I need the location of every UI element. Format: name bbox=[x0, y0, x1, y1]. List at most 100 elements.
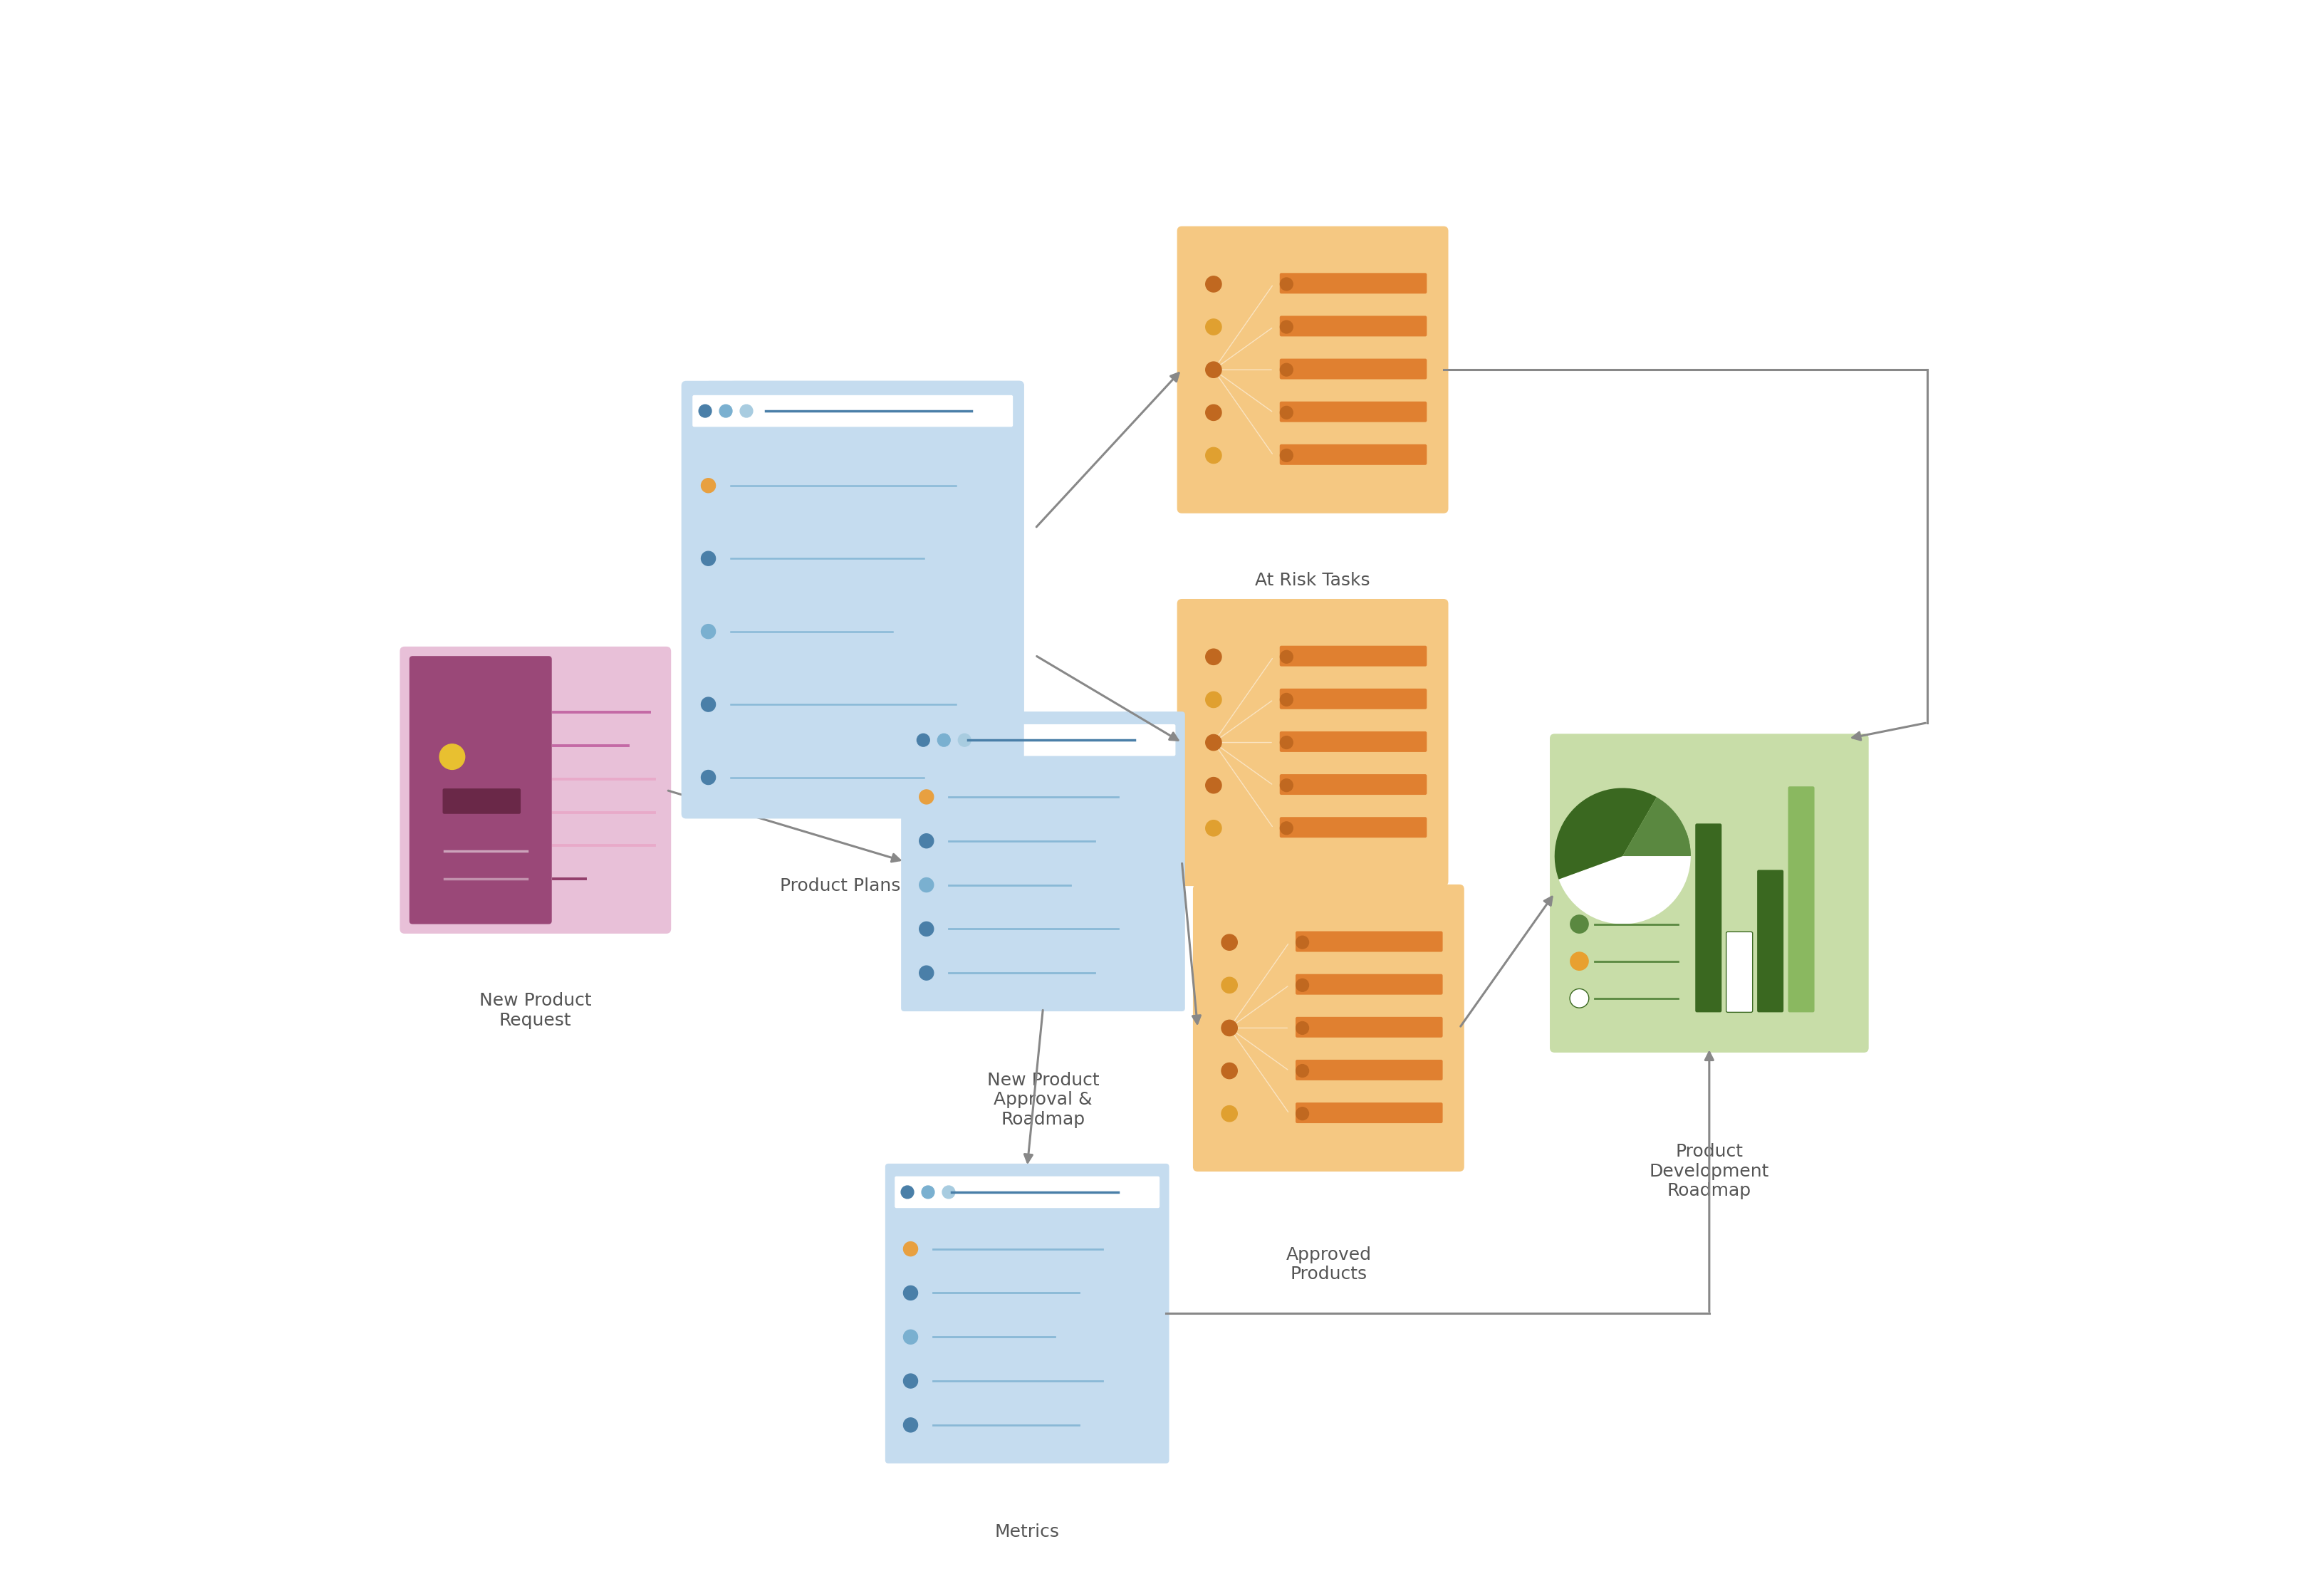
Circle shape bbox=[918, 734, 930, 747]
Circle shape bbox=[1206, 276, 1222, 292]
Circle shape bbox=[941, 1186, 955, 1199]
Circle shape bbox=[1222, 934, 1236, 950]
Circle shape bbox=[920, 878, 934, 892]
FancyBboxPatch shape bbox=[1787, 787, 1815, 1012]
Text: Product Activity
Report: Product Activity Report bbox=[1243, 961, 1383, 998]
FancyBboxPatch shape bbox=[400, 646, 672, 934]
Circle shape bbox=[1281, 364, 1292, 377]
FancyBboxPatch shape bbox=[1294, 974, 1443, 994]
FancyBboxPatch shape bbox=[1281, 402, 1427, 421]
FancyBboxPatch shape bbox=[1294, 1060, 1443, 1080]
FancyBboxPatch shape bbox=[1550, 734, 1868, 1053]
FancyBboxPatch shape bbox=[1281, 444, 1427, 464]
Text: Approved
Products: Approved Products bbox=[1285, 1246, 1371, 1283]
Circle shape bbox=[1281, 407, 1292, 418]
Circle shape bbox=[439, 744, 465, 769]
Circle shape bbox=[1222, 1020, 1236, 1036]
Circle shape bbox=[720, 405, 732, 417]
Circle shape bbox=[937, 734, 951, 747]
FancyBboxPatch shape bbox=[1281, 316, 1427, 337]
Circle shape bbox=[1281, 693, 1292, 705]
Circle shape bbox=[920, 966, 934, 980]
Circle shape bbox=[1297, 1021, 1308, 1034]
FancyBboxPatch shape bbox=[1176, 227, 1448, 514]
FancyBboxPatch shape bbox=[1281, 817, 1427, 838]
Circle shape bbox=[1297, 935, 1308, 948]
FancyBboxPatch shape bbox=[1294, 930, 1443, 951]
Circle shape bbox=[957, 734, 971, 747]
Circle shape bbox=[1297, 1108, 1308, 1120]
Text: New Product
Request: New Product Request bbox=[479, 993, 593, 1029]
Circle shape bbox=[920, 922, 934, 937]
Circle shape bbox=[1281, 779, 1292, 792]
Text: Product
Development
Roadmap: Product Development Roadmap bbox=[1650, 1143, 1769, 1200]
Circle shape bbox=[1206, 777, 1222, 793]
Circle shape bbox=[904, 1374, 918, 1389]
Circle shape bbox=[1206, 362, 1222, 378]
Circle shape bbox=[1206, 447, 1222, 463]
Circle shape bbox=[1281, 736, 1292, 749]
FancyBboxPatch shape bbox=[1281, 646, 1427, 667]
FancyBboxPatch shape bbox=[895, 1176, 1160, 1208]
Text: Product Plans (x3): Product Plans (x3) bbox=[779, 878, 941, 894]
FancyBboxPatch shape bbox=[730, 381, 1025, 723]
FancyBboxPatch shape bbox=[911, 725, 1176, 757]
Circle shape bbox=[904, 1242, 918, 1256]
FancyBboxPatch shape bbox=[1294, 1017, 1443, 1037]
Wedge shape bbox=[1555, 788, 1657, 879]
Circle shape bbox=[1206, 405, 1222, 420]
FancyBboxPatch shape bbox=[1192, 884, 1464, 1171]
Circle shape bbox=[904, 1329, 918, 1344]
Circle shape bbox=[702, 697, 716, 712]
Text: At Risk Tasks: At Risk Tasks bbox=[1255, 571, 1371, 589]
Circle shape bbox=[920, 790, 934, 804]
FancyBboxPatch shape bbox=[1281, 731, 1427, 752]
Circle shape bbox=[1222, 1063, 1236, 1079]
Circle shape bbox=[1297, 1065, 1308, 1077]
Circle shape bbox=[902, 1186, 913, 1199]
Circle shape bbox=[1281, 448, 1292, 461]
FancyBboxPatch shape bbox=[1281, 774, 1427, 795]
Circle shape bbox=[1569, 915, 1590, 934]
Circle shape bbox=[1569, 951, 1590, 970]
Circle shape bbox=[923, 1186, 934, 1199]
FancyBboxPatch shape bbox=[885, 1163, 1169, 1464]
Circle shape bbox=[1281, 321, 1292, 334]
FancyBboxPatch shape bbox=[1281, 359, 1427, 380]
FancyBboxPatch shape bbox=[1727, 932, 1752, 1012]
Circle shape bbox=[702, 479, 716, 493]
FancyBboxPatch shape bbox=[693, 396, 1013, 426]
Circle shape bbox=[702, 551, 716, 565]
Circle shape bbox=[1206, 650, 1222, 666]
Circle shape bbox=[904, 1286, 918, 1301]
FancyBboxPatch shape bbox=[1694, 824, 1722, 1012]
FancyBboxPatch shape bbox=[681, 381, 1025, 819]
FancyBboxPatch shape bbox=[442, 788, 521, 814]
Circle shape bbox=[700, 405, 711, 417]
FancyBboxPatch shape bbox=[1281, 273, 1427, 294]
FancyBboxPatch shape bbox=[1757, 870, 1783, 1012]
Circle shape bbox=[1281, 278, 1292, 290]
Circle shape bbox=[1569, 990, 1590, 1007]
FancyBboxPatch shape bbox=[902, 712, 1185, 1012]
FancyBboxPatch shape bbox=[1176, 598, 1448, 886]
Circle shape bbox=[702, 771, 716, 785]
FancyBboxPatch shape bbox=[1281, 688, 1427, 709]
FancyBboxPatch shape bbox=[704, 381, 1025, 771]
FancyBboxPatch shape bbox=[1294, 1103, 1443, 1124]
Circle shape bbox=[1222, 977, 1236, 993]
Wedge shape bbox=[1622, 796, 1690, 855]
Circle shape bbox=[1206, 820, 1222, 836]
Wedge shape bbox=[1622, 833, 1690, 855]
Circle shape bbox=[1281, 651, 1292, 664]
Circle shape bbox=[1222, 1106, 1236, 1122]
Circle shape bbox=[739, 405, 753, 417]
Wedge shape bbox=[1559, 855, 1690, 924]
Circle shape bbox=[1206, 691, 1222, 707]
Circle shape bbox=[920, 833, 934, 847]
FancyBboxPatch shape bbox=[409, 656, 551, 924]
Circle shape bbox=[1297, 978, 1308, 991]
Text: Metrics: Metrics bbox=[995, 1524, 1060, 1540]
Text: New Product
Approval &
Roadmap: New Product Approval & Roadmap bbox=[988, 1071, 1099, 1128]
Circle shape bbox=[1206, 734, 1222, 750]
